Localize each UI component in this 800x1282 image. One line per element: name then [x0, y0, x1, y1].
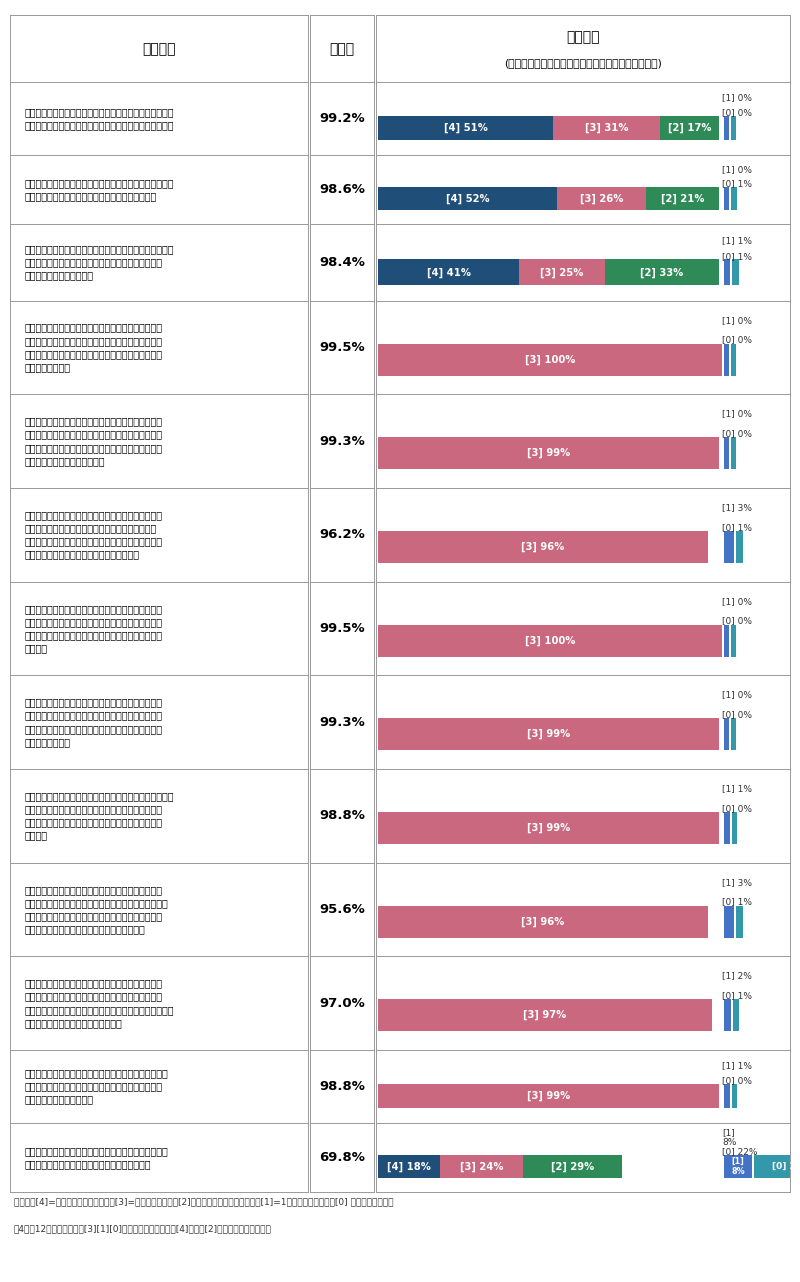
Bar [378, 187, 557, 210]
Text: 99.5%: 99.5% [319, 341, 365, 354]
Text: １３．サプライヤーに対して、人権尊重及び差別の撤廃
及び労働環境の改善について要請していますか？: １３．サプライヤーに対して、人権尊重及び差別の撤廃 及び労働環境の改善について要… [25, 1146, 168, 1169]
Text: [1] 2%: [1] 2% [722, 972, 752, 981]
Text: [1] 0%: [1] 0% [722, 691, 752, 700]
Bar [737, 906, 742, 937]
Bar [378, 1000, 712, 1031]
Bar [732, 259, 738, 286]
Text: [1] 0%: [1] 0% [722, 315, 752, 324]
Bar [724, 531, 734, 563]
Text: [2] 29%: [2] 29% [550, 1161, 594, 1172]
Text: [4] 41%: [4] 41% [426, 267, 470, 277]
Text: [3] 99%: [3] 99% [526, 449, 570, 459]
Text: 99.2%: 99.2% [319, 112, 365, 124]
Text: [4] 18%: [4] 18% [387, 1161, 431, 1172]
Bar [440, 1155, 522, 1178]
Bar [732, 1083, 738, 1109]
Text: [3] 26%: [3] 26% [580, 194, 623, 204]
Bar [378, 115, 554, 140]
Text: 4．〜12．については、[3][1][0]とし、取り組みレベル[4]および[2]は設定していません。: 4．〜12．については、[3][1][0]とし、取り組みレベル[4]および[2]… [14, 1224, 271, 1233]
Bar [737, 531, 742, 563]
Text: ５．強制または拘束労働、債務労働、非自発的または
搾取的囚人労働、奴隷または人身売買によって得られ
た労働力を用いていませんか？従業員が自由に離職で
きることを: ５．強制または拘束労働、債務労働、非自発的または 搾取的囚人労働、奴隷または人身… [25, 417, 162, 465]
Text: [0] 0%: [0] 0% [722, 1076, 752, 1085]
Text: 98.6%: 98.6% [319, 183, 365, 196]
Text: [0] 1%: [0] 1% [722, 251, 752, 260]
Bar [557, 187, 646, 210]
Text: 98.4%: 98.4% [319, 256, 365, 269]
Text: 95.6%: 95.6% [319, 903, 365, 917]
Text: ８．セクシャルハラスメントやパワーハラスメント、
体罰、精神的あるいは肉体的な虐待、抑圧など非人道
的な扱いや行為がおこらないよう、適切に管理・運営
されていま: ８．セクシャルハラスメントやパワーハラスメント、 体罰、精神的あるいは肉体的な虐… [25, 697, 162, 747]
Text: 69.8%: 69.8% [319, 1151, 365, 1164]
Text: [2] 21%: [2] 21% [661, 194, 704, 204]
Bar [378, 1083, 718, 1109]
Bar [378, 718, 718, 750]
Text: (取り組みレベルを０〜４で評価。０及び１は未実施): (取り組みレベルを０〜４で評価。０及び１は未実施) [504, 59, 662, 68]
Bar [605, 259, 718, 286]
Text: 実施率: 実施率 [330, 42, 354, 55]
Bar [378, 624, 722, 656]
Text: [1] 3%: [1] 3% [722, 878, 752, 887]
Text: 調査結果: 調査結果 [566, 29, 600, 44]
Text: [3] 99%: [3] 99% [526, 823, 570, 833]
Text: [0] 0%: [0] 0% [722, 710, 752, 719]
Text: 99.3%: 99.3% [319, 435, 365, 447]
Text: [1] 0%: [1] 0% [722, 92, 752, 101]
Text: [0] 0%: [0] 0% [722, 108, 752, 117]
Text: [3] 100%: [3] 100% [525, 636, 575, 646]
Text: [0] 1%: [0] 1% [722, 523, 752, 532]
Text: [3] 96%: [3] 96% [522, 917, 565, 927]
Text: [1] 1%: [1] 1% [722, 1060, 752, 1069]
Text: 98.8%: 98.8% [319, 1079, 365, 1094]
Bar [724, 259, 730, 286]
Text: [3] 99%: [3] 99% [526, 729, 570, 740]
Text: 99.3%: 99.3% [319, 715, 365, 728]
Bar [731, 344, 736, 376]
Text: [3] 31%: [3] 31% [585, 123, 629, 133]
Text: 調査内容: 調査内容 [142, 42, 175, 55]
Bar [733, 1000, 739, 1031]
Text: [1]
8%: [1] 8% [722, 1128, 736, 1147]
Bar [731, 187, 738, 210]
Bar [522, 1155, 622, 1178]
Bar [724, 906, 734, 937]
Text: ９．求人や採用、雇用中の段階において、人種、肌の色、
年齢、性別、性的指向、国籍、宗教等あらゆる　差別
的行為がおこらないよう、適切に管理・運営されてい
ますか: ９．求人や採用、雇用中の段階において、人種、肌の色、 年齢、性別、性的指向、国籍… [25, 791, 174, 841]
Bar [378, 437, 718, 469]
Bar [378, 812, 718, 844]
Text: ４．各国・地域の法令が定める就労可能年齢に満たな
い者を雇用していませんか？１８歳未満の従業員につ
いては、法令に基づき労働時間や、健康・安全に配慮
されていま: ４．各国・地域の法令が定める就労可能年齢に満たな い者を雇用していませんか？１８… [25, 323, 162, 372]
Bar [724, 344, 729, 376]
Text: [1]
8%: [1] 8% [731, 1156, 745, 1177]
Bar [724, 812, 730, 844]
Text: [0] 1%: [0] 1% [722, 179, 752, 188]
Bar [731, 437, 736, 469]
Bar [724, 624, 729, 656]
Text: [1] 0%: [1] 0% [722, 409, 752, 418]
Bar [378, 259, 519, 286]
Bar [519, 259, 605, 286]
Text: [0] 0%: [0] 0% [722, 429, 752, 438]
Bar [646, 187, 718, 210]
Text: 96.2%: 96.2% [319, 528, 365, 541]
Text: ２．人権尊重・差別の撤廃及び労働環境の改善に関して、
社内体制を整備し、推進責任者を決めていますか？: ２．人権尊重・差別の撤廃及び労働環境の改善に関して、 社内体制を整備し、推進責任… [25, 178, 174, 201]
Bar [724, 1083, 730, 1109]
Bar [731, 115, 736, 140]
Text: １．人権尊重・差別の撤廃及び労働環境の改善に関して、
方針・ガイドラインを定め、従業員に周知していますか？: １．人権尊重・差別の撤廃及び労働環境の改善に関して、 方針・ガイドラインを定め、… [25, 106, 174, 129]
Bar [724, 187, 729, 210]
Text: ７．最低賃金、超過勤務、賃金控除、出来高賃金、そ
の他給付などに関する各国・地域の法令を遵守し適切
な給与を支払っていますか？不当な減給を行っていま
せんか？: ７．最低賃金、超過勤務、賃金控除、出来高賃金、そ の他給付などに関する各国・地域… [25, 604, 162, 654]
Text: （補足）[4]=十分に対応できている。[3]=対応できている。[2]＝最低限の対応はしている。[1]=1年以内に対応する。[0] 対応していない。: （補足）[4]=十分に対応できている。[3]=対応できている。[2]＝最低限の対… [14, 1197, 393, 1206]
Bar [378, 906, 708, 937]
Bar [724, 115, 729, 140]
Text: [0] 1%: [0] 1% [722, 897, 752, 906]
Text: １０．募集、採用、処遇、退職などあらゆる雇用場面
において人種、信条、肌の色、性、宗教、国籍、言語、
身体的特徴、財産、出身地などによる差別的行為がお
こらない: １０．募集、採用、処遇、退職などあらゆる雇用場面 において人種、信条、肌の色、性… [25, 885, 168, 935]
Bar [554, 115, 660, 140]
Text: ６．外国人労働者に対して、理解できる言語による雇
用契約書・就業規則等を提供し、また身分証明書・
パスポート・労働許可書等の没収・隠匿・破壊または
従業員による: ６．外国人労働者に対して、理解できる言語による雇 用契約書・就業規則等を提供し、… [25, 510, 162, 560]
Text: [2] 33%: [2] 33% [640, 267, 683, 277]
Bar [378, 1155, 440, 1178]
Text: [3] 97%: [3] 97% [523, 1010, 566, 1020]
Bar [378, 531, 708, 563]
Text: [0] 22%: [0] 22% [722, 1147, 758, 1156]
Text: [4] 52%: [4] 52% [446, 194, 490, 204]
Text: [3] 24%: [3] 24% [459, 1161, 503, 1172]
Text: [3] 96%: [3] 96% [522, 542, 565, 553]
Bar [660, 115, 718, 140]
Text: 98.8%: 98.8% [319, 809, 365, 822]
Text: 97.0%: 97.0% [319, 996, 365, 1010]
